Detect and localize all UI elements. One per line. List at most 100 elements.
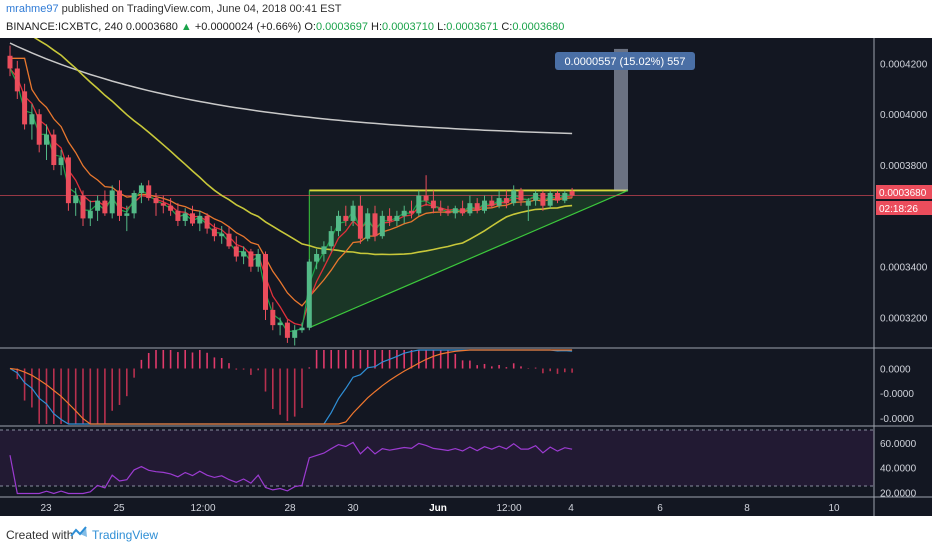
candle-body xyxy=(263,253,268,310)
low-label: L: xyxy=(437,21,447,33)
candle-body xyxy=(394,215,400,221)
candle-body xyxy=(452,208,458,214)
price-pane xyxy=(0,24,874,346)
candle-body xyxy=(73,195,79,204)
price-tick-label: 0.0004200 xyxy=(880,59,928,70)
sma-yellow-line xyxy=(9,24,573,256)
candle-body xyxy=(350,205,356,221)
candle-body xyxy=(87,210,93,219)
ohlc-legend: BINANCE:ICXBTC, 240 0.0003680 ▲ +0.00000… xyxy=(6,21,564,33)
up-arrow-icon: ▲ xyxy=(180,21,192,33)
price-tick-label: 0.0003400 xyxy=(880,263,928,274)
publisher-link[interactable]: mrahme97 xyxy=(6,3,59,15)
time-tick-label: 23 xyxy=(40,503,52,514)
candle-body xyxy=(438,208,444,211)
candle-body xyxy=(401,210,407,216)
candle-body xyxy=(36,114,42,145)
candle-body xyxy=(58,157,64,166)
candle-body xyxy=(65,157,71,204)
candle-body xyxy=(80,195,86,219)
symbol-label[interactable]: BINANCE:ICXBTC, 240 xyxy=(6,21,123,33)
candle-body xyxy=(518,190,524,201)
macd-tick-label: -0.0000 xyxy=(880,414,914,425)
candle-body xyxy=(95,200,101,211)
measure-label: 0.0000557 (15.02%) 557 xyxy=(564,56,685,68)
candle-body xyxy=(482,200,487,211)
candle-body xyxy=(540,193,546,206)
countdown-tag-box xyxy=(876,201,932,215)
candle-body xyxy=(328,231,334,247)
close-value: 0.0003680 xyxy=(512,21,565,33)
candle-body xyxy=(292,330,298,338)
candle-body xyxy=(336,215,341,232)
candle-body xyxy=(182,213,188,221)
chart-header: mrahme97 published on TradingView.com, J… xyxy=(0,0,932,38)
time-tick-label: 25 xyxy=(113,503,125,514)
candle-body xyxy=(190,213,195,224)
low-value: 0.0003671 xyxy=(446,21,499,33)
candle-body xyxy=(117,190,122,216)
candle-body xyxy=(102,200,108,214)
time-tick-label: 28 xyxy=(284,503,296,514)
candle-body xyxy=(255,253,261,267)
candle-body xyxy=(233,246,239,257)
time-tick-label: 30 xyxy=(347,503,359,514)
macd-tick-label: -0.0000 xyxy=(880,389,914,400)
candle-body xyxy=(277,322,283,326)
candle-body xyxy=(525,200,531,206)
candle-body xyxy=(365,213,371,239)
time-tick-label: 12:00 xyxy=(496,503,521,514)
candle-body xyxy=(29,114,35,125)
candle-body xyxy=(153,198,159,204)
publish-info: mrahme97 published on TradingView.com, J… xyxy=(6,3,342,15)
candle-body xyxy=(306,261,312,328)
rsi-tick-label: 40.0000 xyxy=(880,464,917,475)
candle-body xyxy=(138,185,144,193)
price-tick-label: 0.0003200 xyxy=(880,314,928,325)
candle-body xyxy=(372,213,378,237)
candle-body xyxy=(430,200,436,209)
candle-body xyxy=(489,200,495,206)
price-chart-svg[interactable]: 0.0004200 0.0004000 0.0003800 0.0003400 0.00… xyxy=(0,24,932,516)
candle-body xyxy=(555,193,560,201)
rsi-tick-label: 20.0000 xyxy=(880,488,917,499)
last-price-tag-box xyxy=(876,185,932,199)
candle-body xyxy=(22,91,28,125)
candle-body xyxy=(474,203,480,211)
price-tick-label: 0.0003800 xyxy=(880,161,928,172)
candle-body xyxy=(219,233,225,237)
rsi-pane xyxy=(9,441,573,495)
tradingview-brand-link[interactable]: TradingView xyxy=(92,528,159,542)
chart-area[interactable]: 0.0004200 0.0004000 0.0003800 0.0003400 0.00… xyxy=(0,24,932,516)
candle-body xyxy=(467,203,473,214)
candle-body xyxy=(124,213,130,216)
candle-body xyxy=(503,198,509,204)
candle-body xyxy=(44,134,49,145)
high-label: H: xyxy=(371,21,383,33)
candle-body xyxy=(321,246,327,254)
candle-body xyxy=(146,185,152,199)
open-value: 0.0003697 xyxy=(315,21,368,33)
candle-body xyxy=(51,134,57,166)
measure-tool[interactable]: 0.0000557 (15.02%) 557 xyxy=(555,52,695,70)
candle-body xyxy=(409,210,414,214)
created-with-label: Created with xyxy=(6,528,74,542)
candle-body xyxy=(270,309,276,326)
candle-body xyxy=(284,322,290,338)
candle-body xyxy=(379,215,385,237)
time-tick-label: 10 xyxy=(828,503,840,514)
candle-body xyxy=(160,203,166,206)
candle-body xyxy=(357,205,363,239)
candle-body xyxy=(343,215,349,221)
candle-body xyxy=(511,190,517,204)
candle-body xyxy=(197,215,203,224)
high-value: 0.0003710 xyxy=(382,21,435,33)
candle-body xyxy=(496,198,502,206)
rsi-line xyxy=(9,441,573,495)
last-price: 0.0003680 xyxy=(125,21,178,33)
last-price-tag-text: 0.0003680 xyxy=(879,188,927,199)
time-tick-label: Jun xyxy=(429,503,447,514)
candle-body xyxy=(204,215,210,229)
candle-body xyxy=(460,208,466,214)
candle-body xyxy=(314,253,320,262)
